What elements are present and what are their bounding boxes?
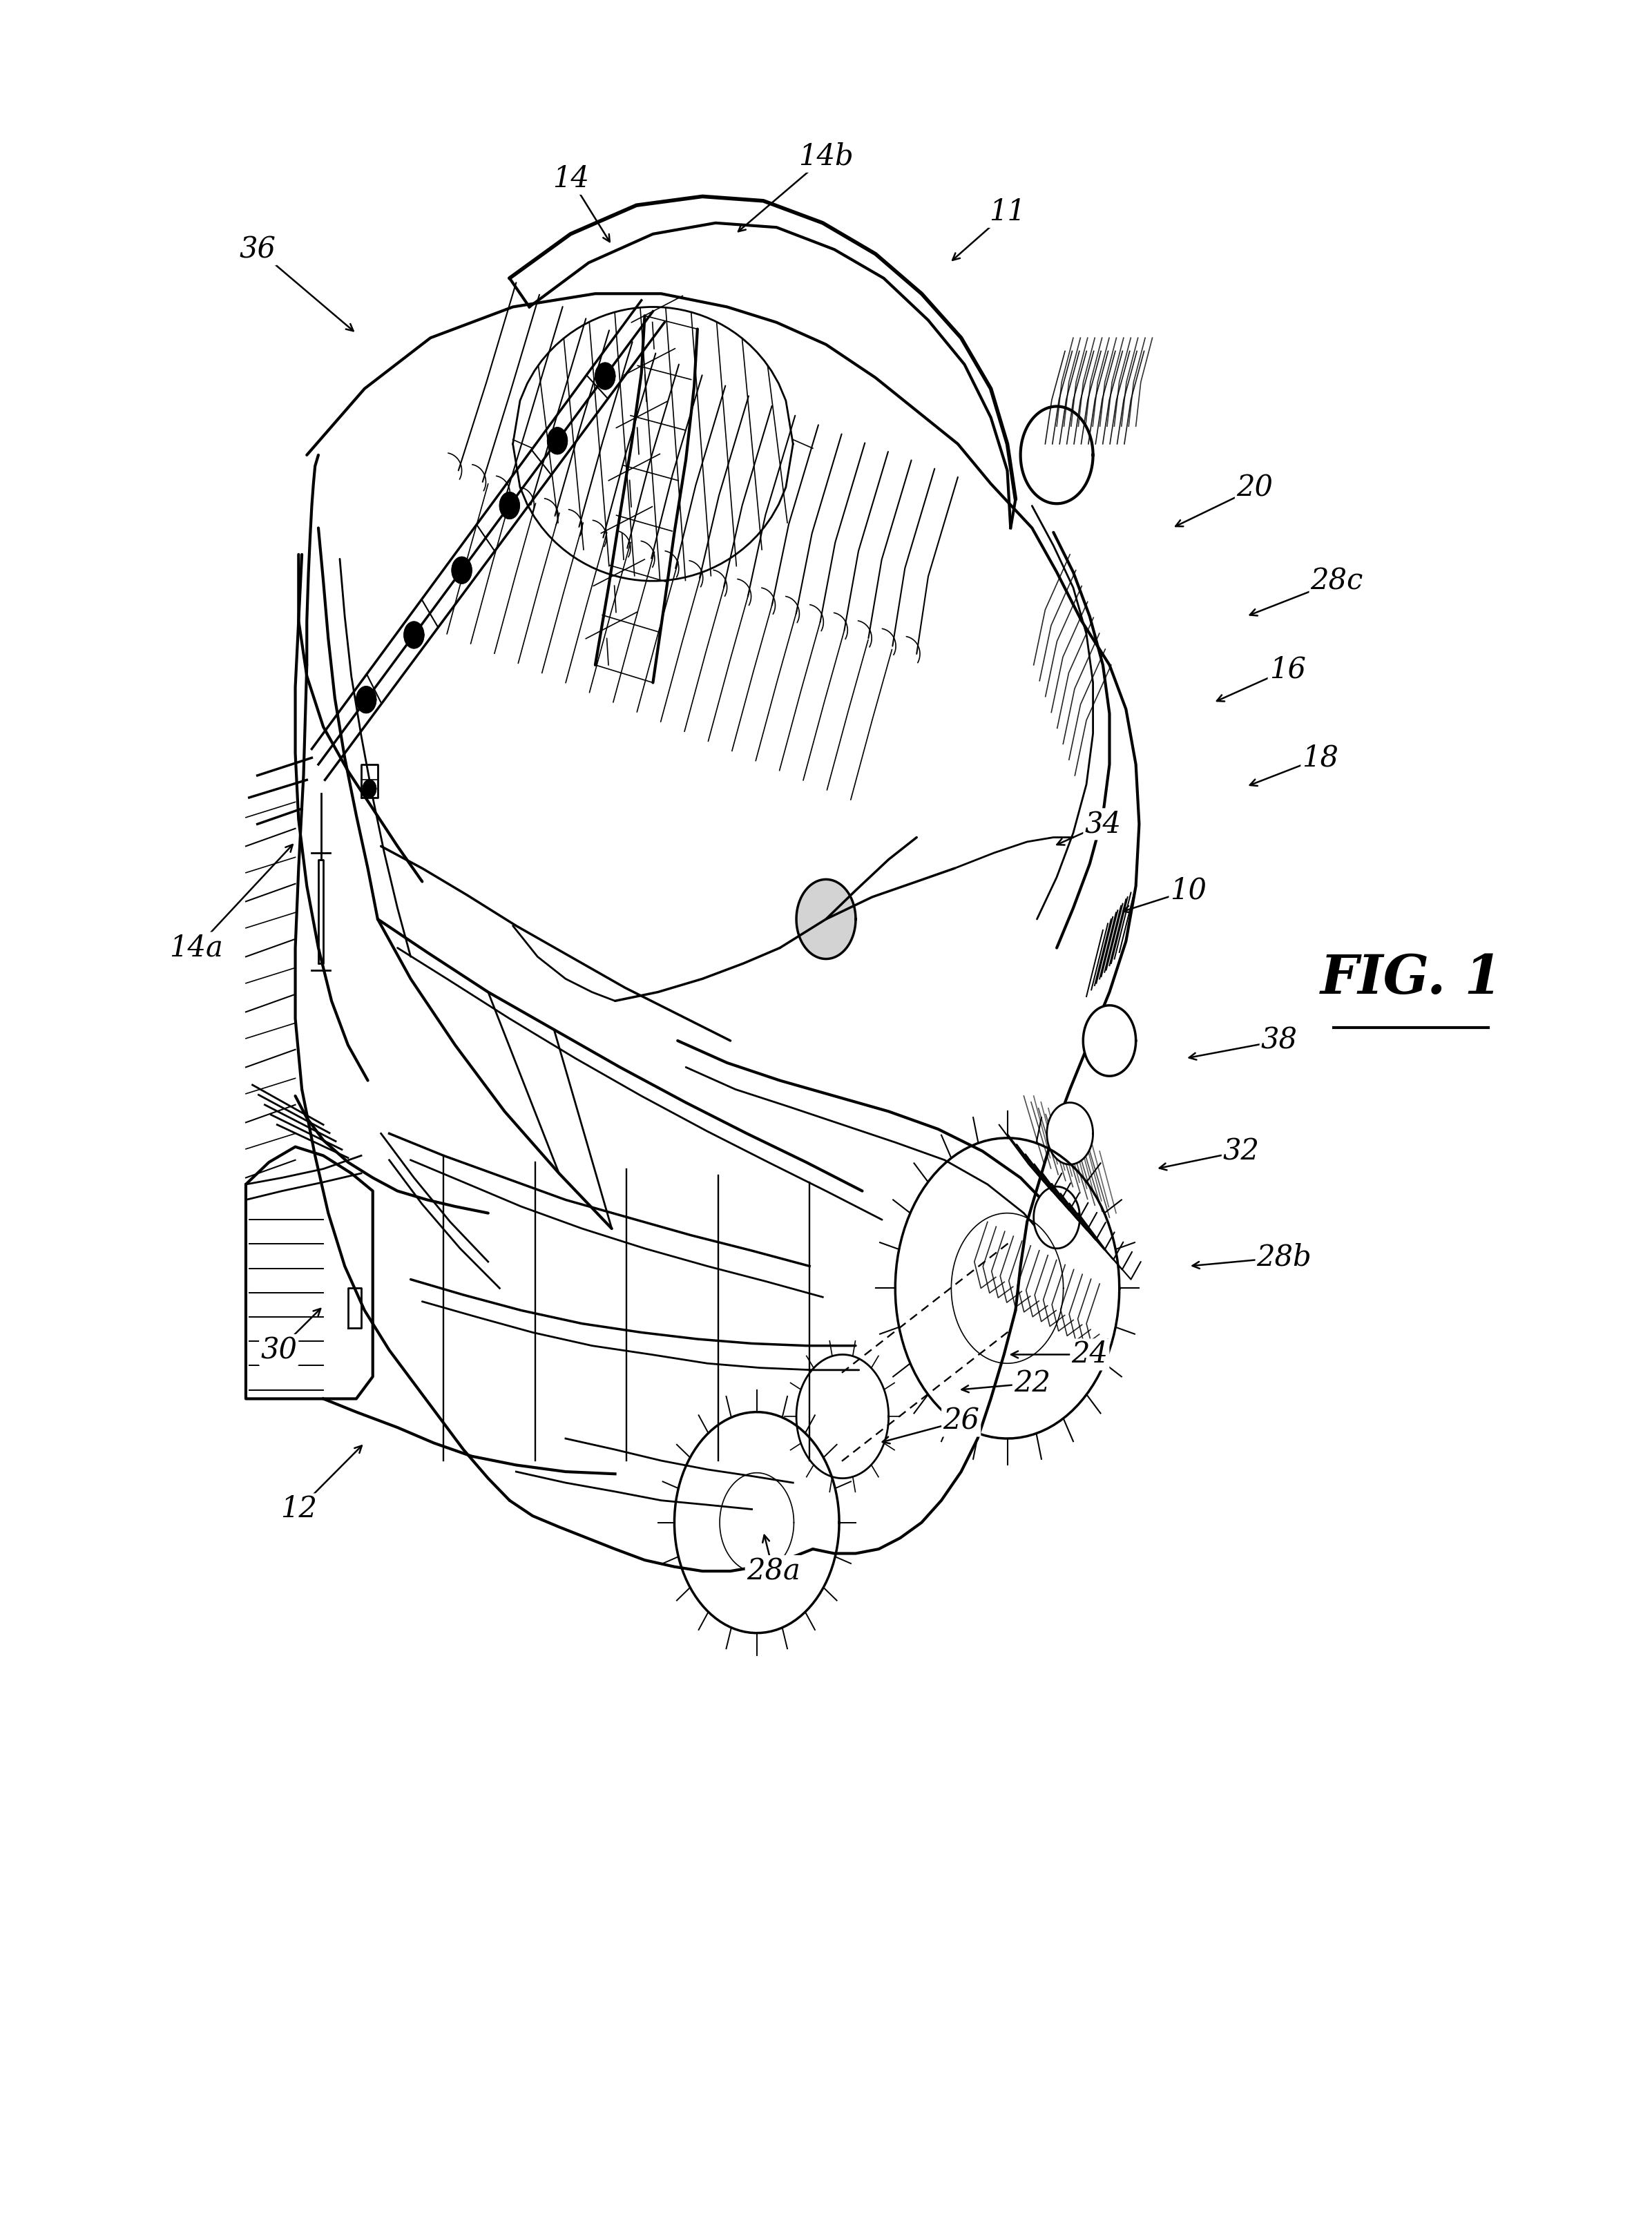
Text: FIG. 1: FIG. 1 bbox=[1320, 952, 1502, 1005]
Text: 34: 34 bbox=[1085, 810, 1122, 839]
Polygon shape bbox=[1047, 1103, 1094, 1165]
Text: 20: 20 bbox=[1236, 474, 1272, 503]
Text: 14b: 14b bbox=[798, 142, 854, 170]
Text: 11: 11 bbox=[990, 197, 1026, 226]
Text: 36: 36 bbox=[240, 235, 276, 263]
Text: 38: 38 bbox=[1260, 1027, 1297, 1056]
Text: 10: 10 bbox=[1170, 877, 1208, 906]
Text: 28c: 28c bbox=[1310, 567, 1363, 596]
Polygon shape bbox=[499, 492, 519, 518]
Text: 26: 26 bbox=[943, 1406, 980, 1435]
Polygon shape bbox=[796, 879, 856, 959]
Polygon shape bbox=[357, 686, 377, 713]
Text: 16: 16 bbox=[1269, 655, 1305, 684]
Text: 22: 22 bbox=[1014, 1368, 1051, 1397]
Text: 12: 12 bbox=[281, 1494, 317, 1523]
Polygon shape bbox=[595, 363, 615, 390]
Text: 24: 24 bbox=[1072, 1339, 1108, 1368]
Text: 32: 32 bbox=[1222, 1136, 1259, 1167]
Polygon shape bbox=[1034, 1187, 1080, 1249]
Polygon shape bbox=[453, 558, 471, 584]
Text: 30: 30 bbox=[261, 1335, 297, 1364]
Polygon shape bbox=[405, 622, 425, 649]
Polygon shape bbox=[1084, 1005, 1137, 1076]
Text: 28b: 28b bbox=[1257, 1242, 1312, 1271]
Text: 18: 18 bbox=[1302, 744, 1338, 773]
Text: 28a: 28a bbox=[747, 1556, 800, 1585]
Polygon shape bbox=[363, 779, 377, 797]
Polygon shape bbox=[547, 427, 567, 454]
Polygon shape bbox=[1021, 407, 1094, 503]
Text: 14a: 14a bbox=[170, 934, 223, 963]
Text: 14: 14 bbox=[552, 164, 588, 193]
